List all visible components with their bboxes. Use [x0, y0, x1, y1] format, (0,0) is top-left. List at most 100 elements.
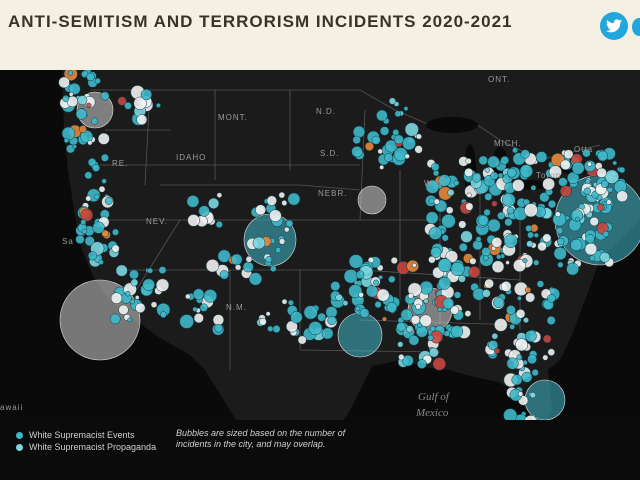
incident-bubble — [447, 189, 455, 197]
incident-bubble — [441, 234, 449, 242]
incident-bubble — [285, 219, 294, 228]
incident-bubble — [547, 348, 556, 356]
incident-bubble — [460, 230, 473, 243]
incident-bubble — [393, 147, 408, 162]
incident-bubble — [506, 305, 516, 315]
incident-bubble — [517, 295, 522, 301]
incident-bubble — [396, 322, 406, 332]
secondary-share-icon[interactable] — [632, 18, 640, 36]
incident-bubble — [403, 106, 409, 111]
incident-bubble — [205, 259, 220, 273]
incident-bubble — [553, 246, 567, 261]
incident-bubble — [427, 334, 434, 341]
incident-bubble — [496, 254, 502, 260]
incident-bubble — [464, 310, 472, 317]
incident-bubble — [358, 292, 364, 298]
incident-bubble — [529, 391, 537, 399]
incident-bubble — [419, 280, 434, 295]
incident-bubble — [607, 186, 614, 193]
twitter-share-button[interactable] — [600, 12, 628, 40]
incident-bubble — [394, 110, 402, 118]
incident-bubble — [267, 325, 274, 332]
incident-bubble — [134, 295, 140, 300]
incident-bubble — [359, 308, 370, 318]
incident-bubble — [493, 297, 504, 309]
incident-bubble — [272, 325, 281, 333]
incident-bubble — [255, 204, 267, 216]
incident-bubble — [597, 203, 605, 211]
incident-bubble — [265, 311, 271, 317]
incident-bubble — [104, 196, 113, 205]
incident-bubble — [124, 290, 131, 297]
incident-bubble — [490, 171, 499, 180]
incident-bubble — [402, 136, 416, 151]
incident-bubble — [425, 211, 439, 225]
label-sa: Sa — [62, 237, 74, 246]
incident-bubble — [584, 242, 598, 256]
incident-bubble — [428, 226, 442, 240]
incident-bubble — [564, 215, 570, 221]
incident-bubble — [575, 216, 580, 222]
propaganda-swatch-icon — [16, 444, 23, 452]
incident-bubble-large — [337, 312, 383, 358]
incident-bubble — [542, 177, 555, 191]
incident-bubble — [556, 237, 565, 246]
incident-bubble — [512, 179, 525, 192]
incident-bubble — [142, 278, 155, 292]
incident-bubble — [491, 200, 498, 207]
incident-bubble — [388, 97, 396, 105]
incident-bubble — [537, 241, 547, 252]
incident-bubble — [266, 195, 277, 206]
incident-bubble — [547, 294, 556, 303]
incident-bubble — [519, 164, 533, 178]
incident-bubble — [442, 297, 455, 310]
incident-bubble — [416, 133, 422, 140]
incident-bubble — [524, 286, 532, 294]
incident-bubble — [570, 238, 583, 252]
incident-bubble — [75, 108, 88, 120]
incident-bubble — [376, 109, 388, 122]
label-ore: RE. — [112, 159, 128, 168]
incident-bubble — [407, 292, 414, 299]
incident-bubble — [522, 258, 528, 264]
incident-bubble — [355, 306, 361, 312]
incident-bubble — [68, 82, 81, 95]
incident-bubble — [437, 306, 443, 312]
incident-bubble — [481, 247, 491, 257]
incident-bubble — [109, 313, 121, 325]
incident-bubble — [230, 253, 243, 266]
incident-bubble — [364, 141, 374, 151]
incident-bubble — [535, 151, 548, 163]
incident-bubble — [400, 308, 413, 321]
incident-map[interactable]: ONT. MONT. N.D. S.D. IDAHO NEBR. NEV. N.… — [0, 70, 640, 442]
incident-bubble — [478, 155, 488, 166]
incident-bubble — [509, 324, 516, 330]
incident-bubble — [87, 251, 98, 261]
incident-bubble — [616, 190, 629, 203]
incident-bubble — [546, 316, 556, 325]
incident-bubble — [430, 246, 442, 258]
incident-bubble — [97, 132, 110, 145]
incident-bubble — [398, 353, 405, 361]
incident-bubble — [482, 289, 491, 298]
incident-bubble — [252, 236, 266, 250]
incident-bubble — [423, 298, 429, 304]
incident-bubble — [397, 341, 404, 348]
incident-bubble — [526, 240, 534, 248]
incident-bubble — [72, 144, 77, 149]
incident-bubble — [450, 261, 465, 277]
incident-bubble — [393, 134, 404, 145]
incident-bubble — [115, 264, 128, 277]
incident-bubble — [94, 77, 101, 84]
incident-bubble — [351, 146, 363, 158]
map-labels: ONT. MONT. N.D. S.D. IDAHO NEBR. NEV. N.… — [0, 75, 593, 419]
label-ottawa: Otta — [574, 145, 593, 154]
incident-bubble — [431, 162, 440, 172]
incident-bubble — [491, 237, 503, 248]
incident-bubble — [100, 91, 110, 101]
incident-bubble — [155, 102, 161, 108]
incident-bubble — [80, 219, 87, 226]
incident-bubble — [506, 357, 519, 370]
incident-bubble — [465, 158, 472, 165]
incident-bubble — [507, 167, 517, 178]
